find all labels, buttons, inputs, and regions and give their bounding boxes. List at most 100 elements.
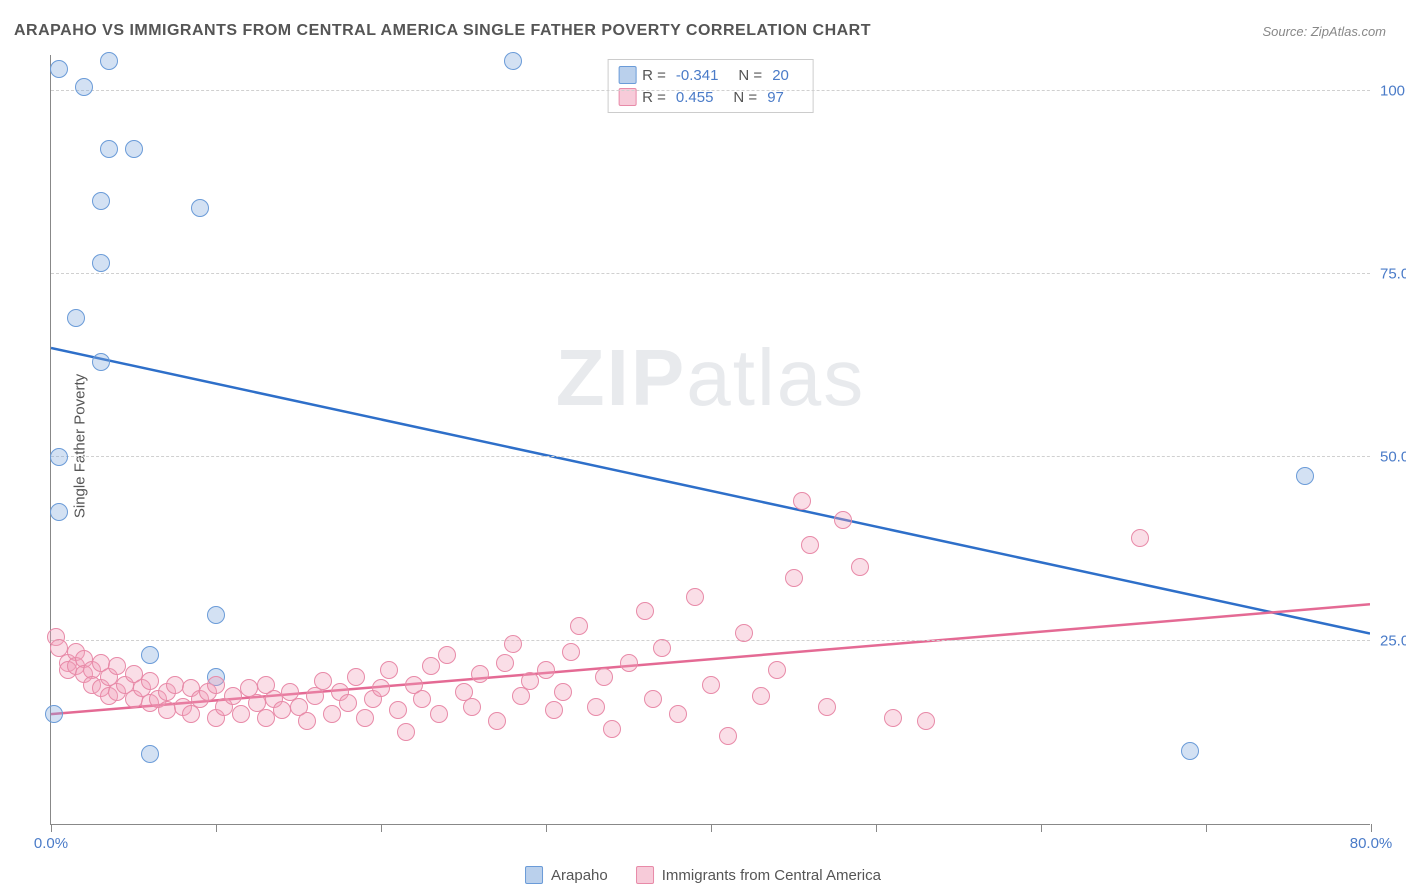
trend-line [51,348,1370,634]
x-tick-label: 0.0% [34,835,68,852]
x-tick [1206,824,1207,832]
scatter-point [323,705,341,723]
scatter-point [191,199,209,217]
scatter-point [141,646,159,664]
scatter-point [422,657,440,675]
scatter-point [785,569,803,587]
scatter-point [545,701,563,719]
scatter-point [554,683,572,701]
scatter-point [603,720,621,738]
scatter-point [100,52,118,70]
scatter-point [521,672,539,690]
chart-container: ARAPAHO VS IMMIGRANTS FROM CENTRAL AMERI… [0,0,1406,892]
x-tick [216,824,217,832]
legend-swatch-blue [618,66,636,84]
scatter-point [488,712,506,730]
scatter-point [389,701,407,719]
scatter-point [793,492,811,510]
y-tick-label: 50.0% [1380,449,1406,466]
scatter-point [207,606,225,624]
scatter-point [100,140,118,158]
scatter-point [108,657,126,675]
scatter-point [1181,742,1199,760]
scatter-point [232,705,250,723]
legend-swatch-pink [618,88,636,106]
scatter-point [92,254,110,272]
correlation-legend: R = -0.341 N = 20 R = 0.455 N = 97 [607,59,814,113]
scatter-point [768,661,786,679]
scatter-point [397,723,415,741]
scatter-point [339,694,357,712]
x-tick [1041,824,1042,832]
legend-swatch-blue [525,866,543,884]
scatter-point [372,679,390,697]
scatter-point [570,617,588,635]
y-tick-label: 100.0% [1380,82,1406,99]
scatter-point [430,705,448,723]
source-attribution: Source: ZipAtlas.com [1262,24,1386,39]
trend-lines-svg [51,55,1370,824]
scatter-point [92,353,110,371]
scatter-point [463,698,481,716]
scatter-point [471,665,489,683]
series-legend: Arapaho Immigrants from Central America [525,866,881,884]
legend-row: R = -0.341 N = 20 [618,64,803,86]
legend-label: Arapaho [551,867,608,884]
scatter-point [752,687,770,705]
scatter-point [917,712,935,730]
r-value: 0.455 [676,89,714,106]
n-label: N = [733,89,757,106]
r-value: -0.341 [676,67,719,84]
scatter-point [595,668,613,686]
scatter-point [50,60,68,78]
scatter-point [851,558,869,576]
scatter-point [207,676,225,694]
gridline [51,90,1370,91]
scatter-point [50,503,68,521]
scatter-point [834,511,852,529]
scatter-point [702,676,720,694]
scatter-point [818,698,836,716]
scatter-point [719,727,737,745]
scatter-point [537,661,555,679]
scatter-point [356,709,374,727]
gridline [51,640,1370,641]
scatter-point [75,78,93,96]
scatter-point [141,672,159,690]
x-tick [711,824,712,832]
scatter-point [314,672,332,690]
scatter-point [50,448,68,466]
scatter-point [67,309,85,327]
scatter-point [644,690,662,708]
scatter-point [884,709,902,727]
plot-area: ZIPatlas R = -0.341 N = 20 R = 0.455 N =… [50,55,1370,825]
scatter-point [636,602,654,620]
x-tick-label: 80.0% [1350,835,1393,852]
x-tick [381,824,382,832]
watermark-atlas: atlas [686,333,865,422]
scatter-point [653,639,671,657]
scatter-point [562,643,580,661]
scatter-point [380,661,398,679]
y-tick-label: 25.0% [1380,632,1406,649]
legend-label: Immigrants from Central America [662,867,881,884]
scatter-point [504,635,522,653]
scatter-point [504,52,522,70]
scatter-point [587,698,605,716]
legend-item: Arapaho [525,866,608,884]
scatter-point [620,654,638,672]
scatter-point [1131,529,1149,547]
scatter-point [496,654,514,672]
x-tick [546,824,547,832]
scatter-point [158,701,176,719]
scatter-point [801,536,819,554]
r-label: R = [642,67,666,84]
scatter-point [141,745,159,763]
scatter-point [438,646,456,664]
gridline [51,456,1370,457]
y-tick-label: 75.0% [1380,266,1406,283]
legend-item: Immigrants from Central America [636,866,881,884]
scatter-point [413,690,431,708]
n-value: 97 [767,89,784,106]
n-value: 20 [772,67,789,84]
